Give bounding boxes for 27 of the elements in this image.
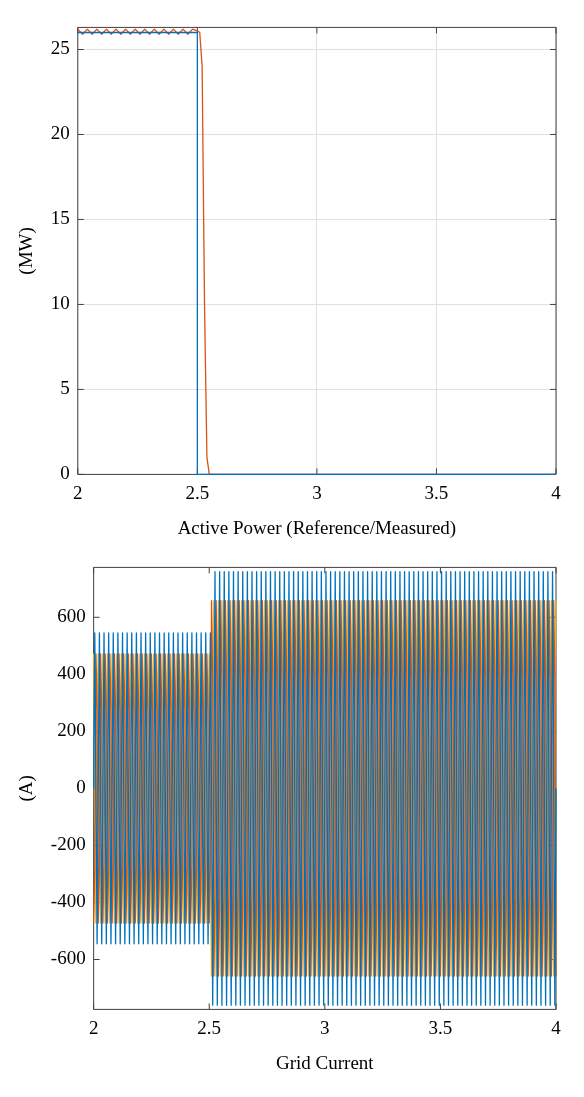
x-tick-label: 4: [551, 1016, 562, 1038]
y-tick-label: 600: [57, 605, 86, 627]
y-tick-label: -400: [50, 890, 86, 912]
x-tick-label: 2.5: [197, 1016, 222, 1038]
x-tick-label: 2: [88, 1016, 99, 1038]
y-tick-label: 5: [60, 377, 70, 399]
y-tick-label: 20: [50, 122, 70, 144]
y-tick-label: 10: [50, 292, 70, 314]
x-tick-label: 3: [312, 481, 322, 503]
y-axis-title: (A): [15, 775, 38, 802]
x-tick-label: 3.5: [428, 1016, 453, 1038]
y-tick-label: 25: [50, 37, 70, 59]
x-tick-label: 2: [73, 481, 83, 503]
y-tick-label: 15: [50, 207, 70, 229]
y-tick-label: -200: [50, 833, 86, 855]
x-tick-label: 2.5: [185, 481, 210, 503]
y-tick-label: 0: [76, 776, 86, 798]
x-tick-label: 3: [320, 1016, 330, 1038]
y-axis-title: (MW): [15, 227, 38, 275]
y-tick-label: 0: [60, 462, 70, 484]
x-axis-title: Grid Current: [276, 1051, 375, 1073]
y-tick-label: -600: [50, 947, 86, 969]
y-tick-label: 200: [57, 719, 86, 741]
y-tick-label: 400: [57, 662, 86, 684]
x-axis-title: Active Power (Reference/Measured): [177, 516, 457, 539]
x-tick-label: 4: [551, 481, 562, 503]
x-tick-label: 3.5: [424, 481, 449, 503]
